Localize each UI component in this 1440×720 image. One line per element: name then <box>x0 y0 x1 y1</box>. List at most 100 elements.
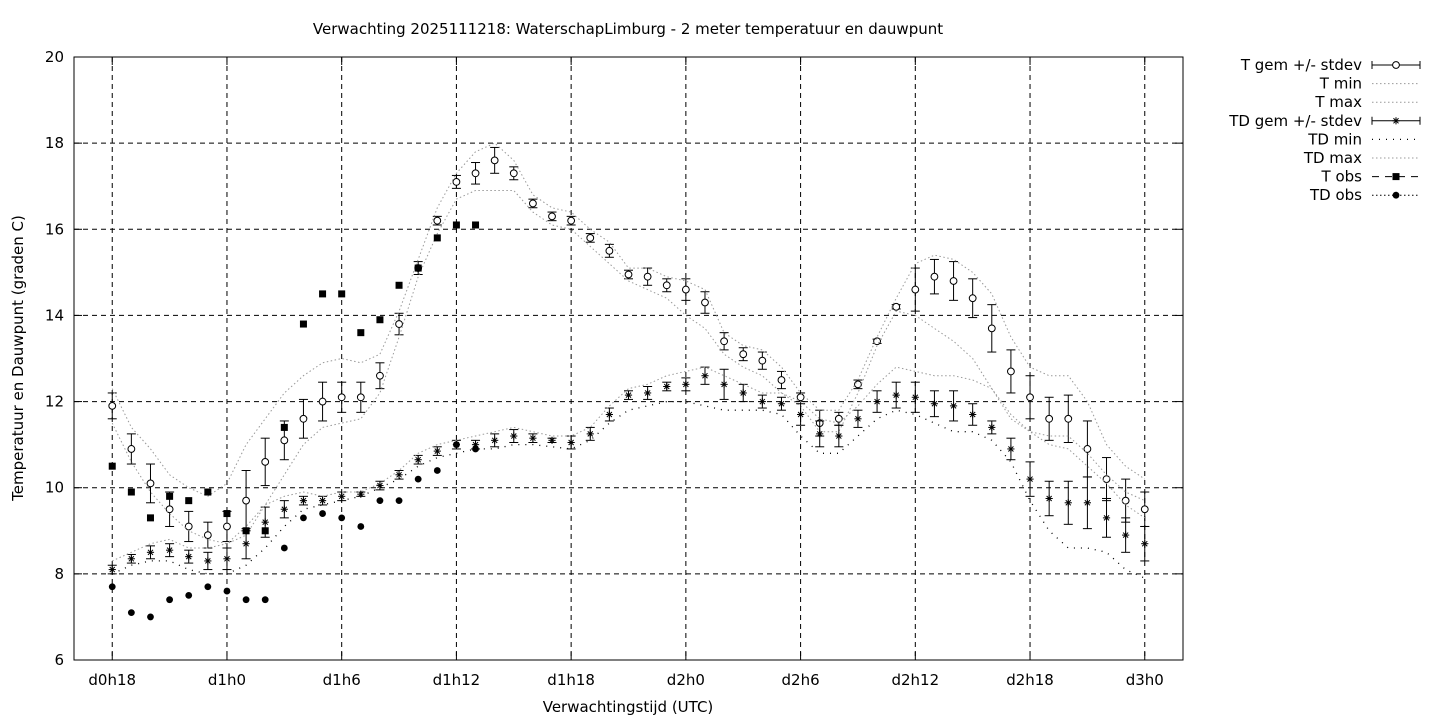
plot-frame <box>73 56 1184 661</box>
point-t-gem-stdev <box>834 414 843 423</box>
legend-marker <box>1392 61 1400 69</box>
point-td-obs <box>147 613 154 621</box>
point-t-obs <box>395 281 403 289</box>
point-t-obs <box>261 527 269 535</box>
x-tick-label: d1h0 <box>208 671 246 689</box>
point-td-gem-stdev-stroke <box>988 424 995 431</box>
series-td-min <box>111 400 1146 579</box>
y-tick-label: 12 <box>45 393 64 411</box>
x-tick-label: d1h12 <box>433 671 481 689</box>
series-t-gem-stdev <box>107 146 1150 549</box>
point-td-gem-stdev <box>816 430 824 438</box>
point-t-gem-stdev <box>337 393 346 402</box>
point-t-gem-stdev <box>452 178 461 186</box>
point-td-gem-stdev <box>969 410 977 419</box>
line-td-min <box>111 400 1146 579</box>
point-t-obs <box>280 423 288 431</box>
point-td-obs <box>223 587 231 595</box>
point-td-gem-stdev-stroke <box>874 398 880 405</box>
point-t-gem-stdev <box>108 401 117 410</box>
point-td-gem-stdev <box>548 436 556 444</box>
point-td-gem-stdev <box>395 471 403 479</box>
legend-label-t-min: T min <box>1319 75 1362 93</box>
legend-marker <box>1392 191 1400 199</box>
chart-title: Verwachting 2025111218: WaterschapLimbur… <box>313 20 943 38</box>
point-t-gem-stdev <box>624 270 633 279</box>
point-td-gem-stdev <box>624 391 633 399</box>
point-t-gem-stdev <box>127 445 136 453</box>
point-td-obs <box>280 544 288 552</box>
point-td-gem-stdev <box>242 540 250 548</box>
y-tick-label: 20 <box>45 48 64 66</box>
point-t-gem-stdev <box>720 337 729 346</box>
point-t-gem-stdev <box>146 479 155 488</box>
y-axis-label: Temperatuur en Dauwpunt (graden C) <box>9 215 27 502</box>
point-td-gem-stdev-stroke <box>434 448 441 454</box>
point-td-gem-stdev-stroke <box>969 411 976 418</box>
point-td-gem-stdev <box>873 397 881 406</box>
point-t-obs <box>204 488 212 496</box>
x-tick-label: d2h12 <box>891 671 939 689</box>
point-td-gem-stdev <box>1122 531 1130 539</box>
point-t-gem-stdev <box>223 522 231 531</box>
y-tick-label: 14 <box>45 306 64 324</box>
point-td-gem-stdev-stroke <box>816 431 823 437</box>
point-td-gem-stdev-stroke <box>1046 495 1053 502</box>
point-t-obs <box>108 462 116 470</box>
point-td-gem-stdev <box>433 447 441 455</box>
point-td-gem-stdev-stroke <box>797 411 804 418</box>
series-t-min <box>111 190 1146 545</box>
point-td-obs <box>338 514 346 522</box>
point-t-obs <box>146 514 154 522</box>
point-td-gem-stdev-stroke <box>1084 499 1091 506</box>
x-tick-label: d0h18 <box>88 671 136 689</box>
point-td-gem-stdev-stroke <box>396 471 402 478</box>
point-td-gem-stdev-stroke <box>778 400 785 407</box>
point-td-gem-stdev <box>644 389 652 397</box>
point-td-gem-stdev-stroke <box>357 491 364 498</box>
line-td-max <box>111 366 1146 562</box>
point-td-gem-stdev <box>1045 494 1053 503</box>
point-t-gem-stdev <box>356 393 365 402</box>
y-tick-label: 18 <box>45 134 64 152</box>
point-td-gem-stdev <box>1141 540 1149 548</box>
point-t-gem-stdev <box>490 156 499 165</box>
axis-ticks: 6 8 10 12 14 16 18 20 d0h18 d1h0 d1h6 d1h12 d1h18 d2h… <box>45 48 1183 689</box>
point-td-gem-stdev <box>1102 514 1111 522</box>
point-t-gem-stdev <box>299 414 308 423</box>
point-t-gem-stdev <box>643 272 652 281</box>
point-td-gem-stdev-stroke <box>931 400 938 407</box>
series-td-gem-stdev <box>107 366 1150 575</box>
point-td-obs <box>319 510 326 517</box>
point-td-gem-stdev-stroke <box>338 493 345 500</box>
point-td-gem-stdev-stroke <box>893 392 900 398</box>
point-td-gem-stdev-stroke <box>549 437 555 444</box>
point-td-gem-stdev <box>720 380 728 388</box>
point-td-gem-stdev-stroke <box>1065 499 1072 506</box>
point-t-gem-stdev <box>395 320 403 328</box>
point-t-obs <box>433 234 441 242</box>
point-t-gem-stdev <box>739 350 748 359</box>
point-t-gem-stdev <box>1083 445 1092 453</box>
point-td-gem-stdev <box>223 555 231 563</box>
legend-marker <box>1392 173 1400 181</box>
x-tick-label: d2h18 <box>1006 671 1054 689</box>
point-td-gem-stdev-stroke <box>262 519 269 526</box>
point-t-gem-stdev <box>318 397 327 406</box>
point-t-obs <box>357 329 365 337</box>
point-t-obs <box>299 320 307 328</box>
point-td-gem-stdev <box>854 415 862 423</box>
x-tick-label: d2h6 <box>782 671 820 689</box>
point-t-gem-stdev <box>1045 414 1054 423</box>
point-t-gem-stdev <box>509 169 518 178</box>
point-t-gem-stdev <box>701 298 709 307</box>
legend-label-t-max: T max <box>1314 93 1362 111</box>
point-td-gem-stdev-stroke <box>702 372 708 379</box>
x-tick-label: d1h18 <box>547 671 595 689</box>
point-t-gem-stdev <box>911 285 920 294</box>
point-td-gem-stdev <box>299 497 308 505</box>
point-td-gem-stdev <box>261 518 269 526</box>
point-td-gem-stdev <box>529 434 537 442</box>
